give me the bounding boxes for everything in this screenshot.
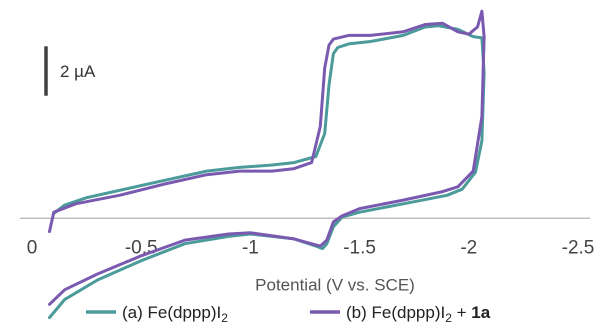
x-axis-title: Potential (V vs. SCE) [255,275,415,294]
x-tick-label: -2.5 [562,237,595,258]
x-tick-label: -1.5 [343,237,376,258]
x-tick-label: -2 [460,237,477,258]
x-tick-labels: 0 -0.5 -1 -1.5 -2 -2.5 [27,237,595,258]
x-tick-label: -1 [242,237,259,258]
legend-label: (a) Fe(dppp)I2 [122,303,228,325]
legend-label: (b) Fe(dppp)I2 + 1a [346,303,491,325]
series-lines [48,9,486,320]
series-line [48,9,486,306]
x-tick-label: 0 [27,237,38,258]
legend: (a) Fe(dppp)I2 (b) Fe(dppp)I2 + 1a [86,303,491,325]
scale-bar-label: 2 µA [60,62,96,81]
